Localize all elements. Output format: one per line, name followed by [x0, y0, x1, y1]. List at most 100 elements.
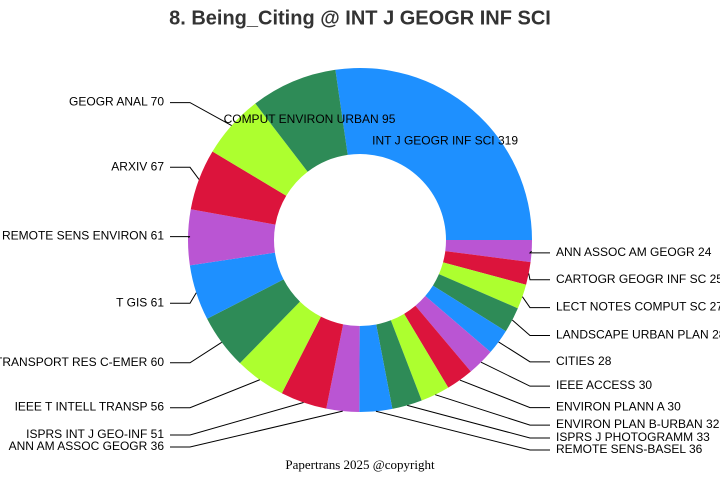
slice-label: ISPRS J PHOTOGRAMM 33	[556, 430, 710, 444]
leader-line	[170, 292, 197, 304]
label-name: ANN AM ASSOC GEOGR	[9, 439, 148, 453]
leader-line	[407, 404, 550, 439]
slice-label: REMOTE SENS ENVIRON 61	[2, 229, 164, 243]
slice-label: CARTOGR GEOGR INF SC 25	[556, 272, 720, 286]
label-name: ISPRS INT J GEO-INF	[26, 427, 147, 441]
label-name: LECT NOTES COMPUT SC	[556, 300, 707, 314]
slice	[438, 262, 527, 309]
label-value: 28	[598, 354, 612, 368]
slice	[445, 240, 532, 263]
leader-line	[170, 379, 260, 409]
label-name: ARXIV	[111, 159, 147, 173]
slice	[335, 68, 532, 241]
label-name: LANDSCAPE URBAN PLAN	[556, 328, 709, 342]
label-name: REMOTE SENS ENVIRON	[2, 229, 147, 243]
slice-label: REMOTE SENS-BASEL 36	[556, 442, 703, 456]
leader-line	[511, 319, 550, 337]
label-value: 67	[151, 159, 165, 173]
slice-label: TRANSPORT RES C-EMER 60	[0, 355, 164, 369]
leader-line	[170, 401, 304, 436]
slice	[188, 209, 276, 266]
slice	[189, 252, 284, 319]
label-value: 24	[698, 245, 712, 259]
leader-line	[521, 296, 550, 309]
slice	[404, 305, 471, 388]
slice	[432, 274, 518, 332]
label-value: 25	[710, 272, 720, 286]
slice	[207, 279, 300, 364]
slice	[212, 103, 308, 196]
slice-label: GEOGR ANAL 70	[69, 95, 164, 109]
slice-label: COMPUT ENVIRON URBAN 95	[224, 112, 396, 126]
label-value: 27	[710, 300, 720, 314]
leader-line	[170, 236, 191, 238]
slice-label: T GIS 61	[116, 295, 164, 309]
label-name: ENVIRON PLANN A	[556, 400, 665, 414]
label-value: 30	[667, 400, 681, 414]
label-name: COMPUT ENVIRON URBAN	[224, 112, 379, 126]
label-value: 36	[689, 442, 703, 456]
label-name: CARTOGR GEOGR INF SC	[556, 272, 707, 286]
label-value: 95	[382, 112, 396, 126]
label-name: IEEE ACCESS	[556, 378, 635, 392]
leader-line	[480, 361, 550, 387]
label-value: 60	[151, 355, 165, 369]
slice	[255, 69, 348, 172]
leader-line	[528, 250, 550, 254]
label-name: IEEE T INTELL TRANSP	[15, 400, 148, 414]
slice	[390, 313, 449, 401]
slice	[190, 151, 287, 225]
leader-line	[459, 379, 550, 409]
label-value: 70	[151, 95, 165, 109]
chart-title: 8. Being_Citing @ INT J GEOGR INF SCI	[169, 7, 551, 29]
label-value: 33	[696, 430, 710, 444]
label-name: TRANSPORT RES C-EMER	[0, 355, 148, 369]
slice	[443, 251, 531, 285]
slice-label: ENVIRON PLAN B-URBAN 32	[556, 417, 720, 431]
label-name: ANN ASSOC AM GEOGR	[556, 245, 695, 259]
leader-line	[498, 341, 550, 363]
label-name: ENVIRON PLAN B-URBAN	[556, 417, 703, 431]
label-name: INT J GEOGR INF SCI	[372, 134, 494, 148]
leader-line	[435, 394, 550, 426]
slice-label: ARXIV 67	[111, 159, 164, 173]
slice	[425, 285, 506, 353]
slice-label: CITIES 28	[556, 354, 612, 368]
label-value: 56	[151, 400, 165, 414]
label-name: REMOTE SENS-BASEL	[556, 442, 686, 456]
slice-label: INT J GEOGR INF SCI 319	[372, 134, 518, 148]
label-name: GEOGR ANAL	[69, 95, 148, 109]
slice	[376, 320, 422, 409]
slice	[415, 296, 491, 372]
label-name: T GIS	[116, 295, 147, 309]
slice-label: ANN ASSOC AM GEOGR 24	[556, 245, 712, 259]
slice-label: IEEE ACCESS 30	[556, 378, 652, 392]
label-value: 61	[151, 295, 165, 309]
slice	[281, 316, 344, 409]
leader-line	[528, 273, 550, 281]
label-value: 61	[151, 229, 165, 243]
label-value: 28	[712, 328, 720, 342]
label-value: 30	[639, 378, 653, 392]
slice	[239, 301, 321, 394]
slice-label: ANN AM ASSOC GEOGR 36	[9, 439, 165, 453]
slice-label: LANDSCAPE URBAN PLAN 28	[556, 328, 720, 342]
slice-label: LECT NOTES COMPUT SC 27	[556, 300, 720, 314]
leader-line	[170, 341, 222, 364]
leader-line	[170, 410, 343, 448]
label-value: 319	[498, 134, 518, 148]
label-name: ISPRS J PHOTOGRAMM	[556, 430, 693, 444]
leader-line	[170, 102, 232, 126]
label-name: CITIES	[556, 354, 595, 368]
label-value: 32	[706, 417, 720, 431]
label-value: 36	[151, 439, 165, 453]
leader-line	[375, 410, 550, 451]
slice-label: ISPRS INT J GEO-INF 51	[26, 427, 164, 441]
footer: Papertrans 2025 @copyright	[285, 457, 435, 472]
slice	[326, 324, 360, 412]
label-value: 51	[151, 427, 165, 441]
slice-label: IEEE T INTELL TRANSP 56	[15, 400, 165, 414]
slice-label: ENVIRON PLANN A 30	[556, 400, 681, 414]
leader-line	[170, 166, 200, 180]
